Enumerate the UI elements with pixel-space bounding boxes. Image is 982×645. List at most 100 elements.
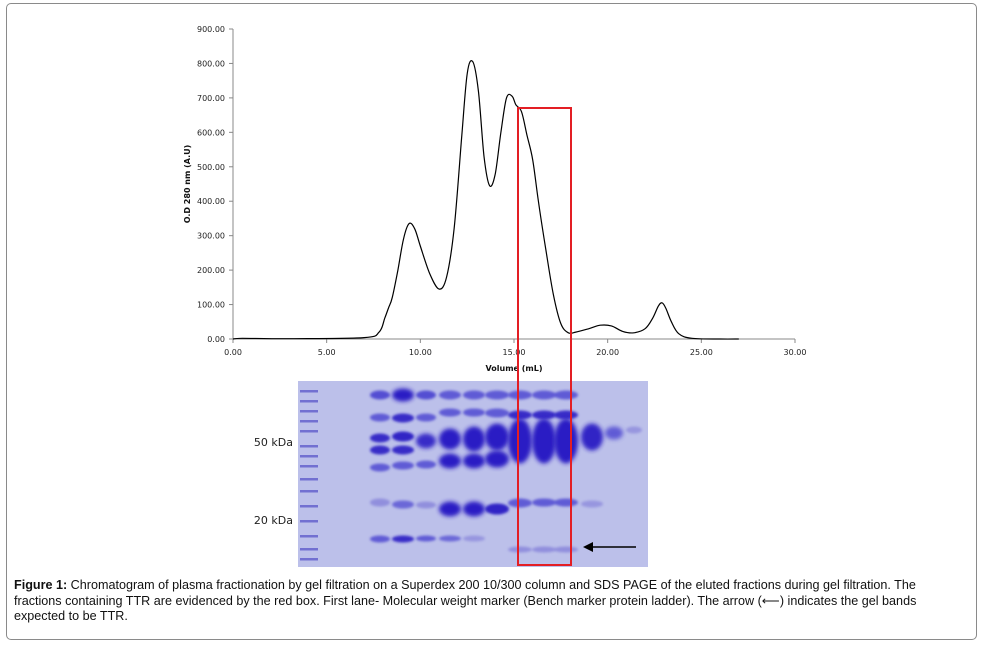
y-axis: 0.00 100.00 200.00 300.00 400.00 500.00 600.00…: [197, 25, 234, 344]
y-tick-label: 500.00: [197, 163, 225, 172]
gel-band: [392, 431, 414, 442]
ladder-band: [300, 400, 318, 403]
gel-band: [392, 388, 414, 402]
gel-band: [416, 535, 436, 542]
x-axis-title: Volume (mL): [486, 364, 543, 373]
gel-band: [370, 433, 390, 443]
gel-band: [554, 418, 578, 464]
gel-band: [485, 390, 509, 400]
gel-band: [581, 500, 603, 508]
gel-band: [392, 461, 414, 470]
marker-label-20kda: 20 kDa: [254, 514, 293, 527]
gel-band: [485, 503, 509, 515]
x-tick-label: 0.00: [224, 348, 242, 357]
ladder-band: [300, 430, 318, 433]
y-tick-label: 300.00: [197, 232, 225, 241]
ladder-band: [300, 445, 318, 448]
gel-band: [392, 413, 414, 423]
x-tick-label: 5.00: [318, 348, 336, 357]
ladder-band: [300, 465, 318, 468]
gel-band: [508, 546, 532, 553]
gel-band: [416, 413, 436, 422]
gel-band: [370, 498, 390, 507]
figure-caption: Figure 1: Chromatogram of plasma fractio…: [14, 578, 966, 625]
x-tick-label: 10.00: [409, 348, 432, 357]
y-axis-title: O.D 280 nm (A.U): [183, 145, 192, 224]
gel-bands: [300, 388, 642, 561]
ladder-band: [300, 410, 318, 413]
ladder-band: [300, 390, 318, 393]
gel-band: [554, 410, 578, 420]
gel-band: [463, 408, 485, 417]
gel-band: [554, 546, 578, 553]
ttr-highlight-box: [517, 107, 572, 566]
gel-band: [532, 390, 556, 400]
gel-band: [485, 408, 509, 418]
y-tick-label: 600.00: [197, 128, 225, 137]
gel-band: [626, 426, 642, 434]
gel-band: [392, 445, 414, 455]
gel-band: [508, 390, 532, 400]
ladder-band: [300, 505, 318, 508]
gel-band: [439, 453, 461, 469]
ladder-band: [300, 558, 318, 561]
ladder-band: [300, 420, 318, 423]
y-tick-label: 900.00: [197, 25, 225, 34]
caption-text: Chromatogram of plasma fractionation by …: [14, 578, 917, 623]
gel-band: [370, 390, 390, 400]
gel-band: [605, 426, 623, 440]
gel-band: [439, 428, 461, 450]
gel-band: [439, 408, 461, 417]
gel-band: [370, 535, 390, 543]
ladder-band: [300, 548, 318, 551]
y-tick-label: 100.00: [197, 301, 225, 310]
ladder-band: [300, 478, 318, 481]
gel-band: [416, 460, 436, 469]
x-axis: 0.00 5.00 10.00 15.00 20.00 25.00 30.00: [224, 338, 807, 357]
y-tick-label: 0.00: [207, 335, 225, 344]
ladder-band: [300, 520, 318, 523]
gel-band: [554, 498, 578, 507]
ladder-band: [300, 535, 318, 538]
marker-label-50kda: 50 kDa: [254, 436, 293, 449]
x-tick-label: 15.00: [503, 348, 526, 357]
gel-band: [416, 433, 436, 449]
gel-band: [416, 390, 436, 400]
gel-band: [392, 535, 414, 543]
gel-band: [508, 498, 532, 508]
gel-band: [508, 418, 532, 464]
gel-band: [532, 498, 556, 507]
gel-band: [439, 535, 461, 542]
chromatogram-curve: [232, 59, 739, 340]
y-tick-label: 700.00: [197, 94, 225, 103]
x-tick-label: 30.00: [784, 348, 807, 357]
gel-band: [463, 501, 485, 517]
gel-band: [370, 413, 390, 422]
gel-band: [463, 390, 485, 400]
gel-band: [463, 426, 485, 452]
ladder-band: [300, 455, 318, 458]
sds-page-gel: [298, 381, 648, 567]
x-tick-label: 20.00: [596, 348, 619, 357]
gel-band: [532, 410, 556, 420]
gel-band: [554, 390, 578, 400]
gel-band: [416, 501, 436, 509]
gel-band: [463, 535, 485, 542]
x-tick-label: 25.00: [690, 348, 713, 357]
ladder-band: [300, 490, 318, 493]
gel-band: [485, 423, 509, 451]
gel-band: [392, 500, 414, 509]
gel-band: [463, 453, 485, 469]
gel-band: [439, 390, 461, 400]
chromatogram-chart: 0.00 100.00 200.00 300.00 400.00 500.00 600.00…: [183, 25, 806, 373]
caption-label: Figure 1:: [14, 578, 68, 592]
gel-band: [508, 410, 532, 420]
gel-band: [532, 418, 556, 464]
gel-band: [485, 450, 509, 468]
gel-band: [532, 546, 556, 553]
gel-band: [581, 423, 603, 451]
y-tick-label: 800.00: [197, 59, 225, 68]
gel-band: [370, 463, 390, 472]
gel-band: [370, 445, 390, 455]
